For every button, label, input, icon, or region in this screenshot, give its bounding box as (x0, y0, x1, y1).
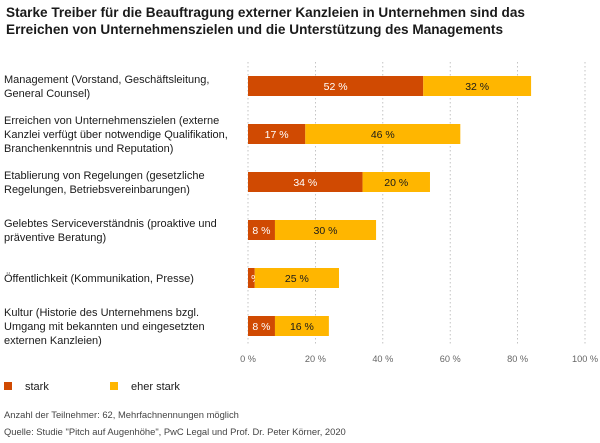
x-tick-label: 80 % (507, 354, 528, 364)
gridlines (247, 62, 586, 346)
data-label: 34 % (293, 177, 317, 189)
category-label: Branchenkenntnis und Reputation) (4, 143, 173, 155)
bar-stark (248, 124, 306, 144)
data-label: 25 % (285, 273, 309, 285)
x-tick-label: 20 % (305, 354, 326, 364)
footnote-source: Quelle: Studie "Pitch auf Augenhöhe", Pw… (4, 426, 346, 437)
footnote-participants: Anzahl der Teilnehmer: 62, Mehrfachnennu… (4, 409, 239, 420)
chart-title-line-2: Erreichen von Unternehmenszielen und die… (6, 22, 504, 37)
bar-stark (248, 220, 275, 240)
bar-eher-stark (423, 76, 532, 96)
category-labels: Management (Vorstand, Geschäftsleitung, G… (4, 74, 228, 347)
category-label: Erreichen von Unternehmenszielen (extern… (4, 115, 219, 127)
data-label: 32 % (465, 81, 489, 93)
x-axis-ticks: 0 % 20 % 40 % 60 % 80 % 100 % (240, 354, 598, 364)
bar-stark (248, 172, 363, 192)
data-label: 52 % (324, 81, 348, 93)
category-label: Gelebtes Serviceverständnis (proaktive u… (4, 218, 217, 230)
data-label: 20 % (384, 177, 408, 189)
bars: 52 % 32 %17 % 46 %34 % 20 %8 % 30 %2 % 25 %8 … (242, 76, 532, 336)
category-label: General Counsel) (4, 88, 90, 100)
legend-swatch-eher-stark (110, 382, 118, 390)
chart-title: Starke Treiber für die Beauftragung exte… (6, 4, 586, 38)
bar-eher-stark (305, 124, 461, 144)
category-label: Regelungen, Betriebsvereinbarungen) (4, 184, 190, 196)
category-label: Kultur (Historie des Unternehmens bzgl. (4, 307, 199, 319)
data-label: 16 % (290, 321, 314, 333)
legend-swatch-stark (4, 382, 12, 390)
data-label: 17 % (265, 129, 289, 141)
x-tick-label: 100 % (572, 354, 598, 364)
x-tick-label: 40 % (372, 354, 393, 364)
data-label: 30 % (314, 225, 338, 237)
bar-stark (248, 316, 275, 336)
category-label: präventive Beratung) (4, 232, 106, 244)
category-label: Etablierung von Regelungen (gesetzliche (4, 170, 205, 182)
x-tick-label: 60 % (440, 354, 461, 364)
bar-eher-stark (274, 316, 329, 336)
category-label: Öffentlichkeit (Kommunikation, Presse) (4, 273, 194, 285)
category-label: Kanzlei verfügt über notwendige Qualifik… (4, 129, 228, 141)
category-label: Umgang mit bekannten und eingesetzten (4, 321, 205, 333)
chart-title-line-1: Starke Treiber für die Beauftragung exte… (6, 5, 525, 20)
bar-eher-stark (254, 268, 339, 288)
data-label: 46 % (371, 129, 395, 141)
category-label: Management (Vorstand, Geschäftsleitung, (4, 74, 209, 86)
data-label: 8 % (252, 225, 270, 237)
bar-eher-stark (362, 172, 430, 192)
x-tick-label: 0 % (240, 354, 256, 364)
bar-stark (248, 268, 255, 288)
data-label: 8 % (252, 321, 270, 333)
category-label: externen Kanzleien) (4, 335, 102, 347)
legend-label: eher stark (131, 381, 180, 393)
bar-stark (248, 76, 424, 96)
legend-label: stark (25, 381, 49, 393)
legend: stark eher stark (4, 381, 180, 393)
bar-eher-stark (274, 220, 377, 240)
